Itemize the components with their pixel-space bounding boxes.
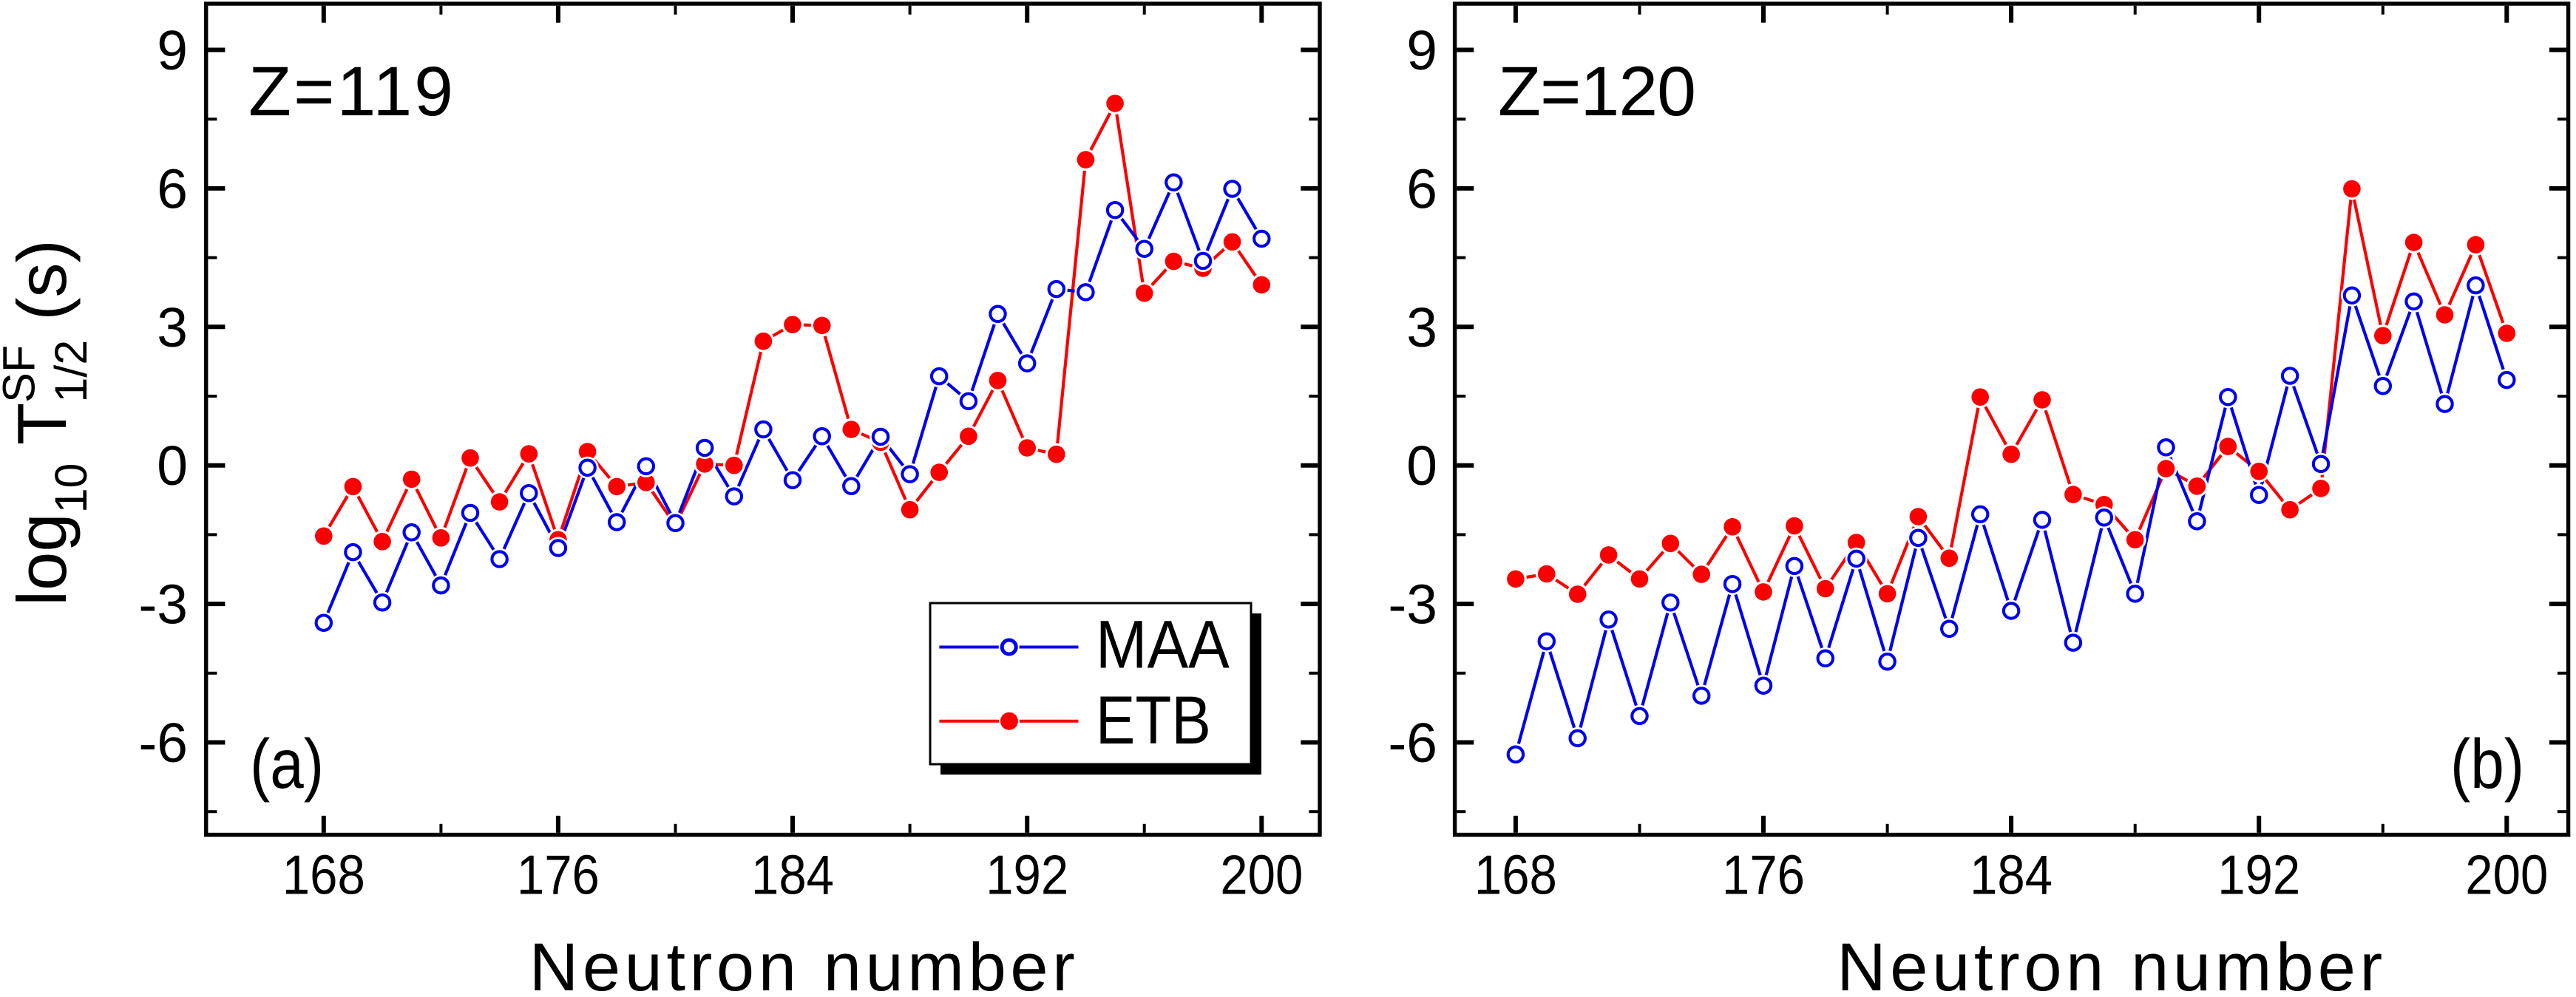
svg-text:-6: -6 [138, 712, 188, 774]
svg-text:Neutron number: Neutron number [529, 930, 1075, 997]
svg-text:-6: -6 [1388, 712, 1437, 774]
svg-text:200: 200 [2465, 844, 2548, 906]
svg-text:0: 0 [157, 435, 188, 497]
svg-text:ETB: ETB [1096, 683, 1211, 758]
svg-text:6: 6 [1406, 157, 1437, 220]
svg-text:0: 0 [1406, 435, 1437, 497]
svg-text:3: 3 [1406, 296, 1437, 358]
svg-text:176: 176 [517, 844, 600, 906]
svg-text:(a): (a) [250, 725, 324, 803]
svg-text:192: 192 [986, 844, 1068, 906]
svg-text:200: 200 [1220, 844, 1303, 906]
svg-text:-3: -3 [138, 574, 188, 636]
svg-text:168: 168 [282, 844, 365, 906]
svg-text:9: 9 [157, 19, 188, 81]
svg-text:168: 168 [1474, 844, 1557, 906]
svg-text:6: 6 [157, 157, 188, 220]
svg-text:192: 192 [2217, 844, 2300, 906]
svg-text:-3: -3 [1388, 574, 1437, 636]
svg-text:184: 184 [1970, 844, 2053, 906]
svg-text:3: 3 [157, 296, 188, 358]
svg-text:184: 184 [751, 844, 834, 906]
svg-text:log10 T1/2SF (s): log10 T1/2SF (s) [0, 239, 96, 606]
svg-text:9: 9 [1406, 19, 1437, 81]
svg-text:(b): (b) [2450, 725, 2524, 803]
svg-text:Z=119: Z=119 [248, 52, 453, 131]
svg-text:Neutron number: Neutron number [1837, 930, 2382, 997]
svg-text:176: 176 [1722, 844, 1805, 906]
svg-text:MAA: MAA [1096, 607, 1230, 682]
svg-text:Z=120: Z=120 [1498, 52, 1696, 131]
